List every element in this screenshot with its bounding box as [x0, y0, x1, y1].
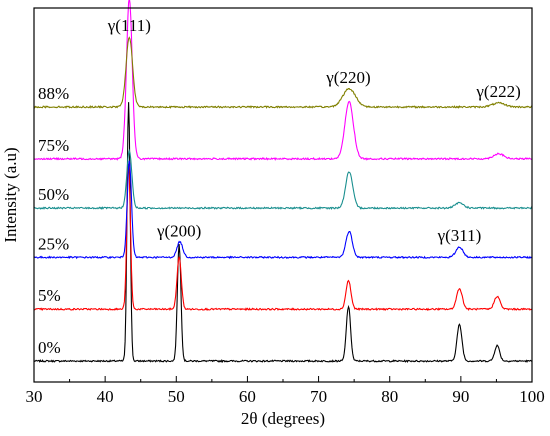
x-tick-label: 70 — [310, 387, 327, 406]
series-label: 0% — [38, 338, 61, 357]
x-axis-title: 2θ (degrees) — [241, 409, 325, 428]
y-axis-title: Intensity (a.u) — [1, 147, 20, 242]
x-axis-ticks: 30 40 50 60 70 80 90 100 — [26, 376, 545, 406]
peak-annotation: γ(111) — [107, 16, 151, 35]
x-tick-label: 60 — [239, 387, 256, 406]
series-line — [33, 102, 533, 364]
x-tick-label: 100 — [519, 387, 545, 406]
series-line — [33, 163, 533, 312]
peak-annotation: γ(200) — [156, 221, 201, 240]
series-layer — [33, 0, 533, 364]
series-label: 5% — [38, 286, 61, 305]
series-label: 75% — [38, 136, 69, 155]
series-label: 50% — [38, 185, 69, 204]
x-tick-label: 50 — [168, 387, 185, 406]
series-line — [33, 148, 533, 210]
peak-annotation: γ(311) — [437, 226, 482, 245]
x-tick-label: 90 — [452, 387, 469, 406]
series-line — [33, 160, 533, 260]
series-label: 25% — [38, 234, 69, 253]
series-line — [33, 0, 533, 161]
x-tick-label: 30 — [26, 387, 43, 406]
labels-layer: 0% 5% 25% 50% 75% 88% γ(111) γ(220) γ(222) γ(200)… — [38, 16, 521, 357]
x-tick-label: 80 — [381, 387, 398, 406]
plot-frame — [33, 7, 533, 383]
x-tick-label: 40 — [97, 387, 114, 406]
series-label: 88% — [38, 84, 69, 103]
peak-annotation: γ(220) — [325, 68, 370, 87]
series-line — [33, 36, 533, 109]
peak-annotation: γ(222) — [475, 82, 520, 101]
